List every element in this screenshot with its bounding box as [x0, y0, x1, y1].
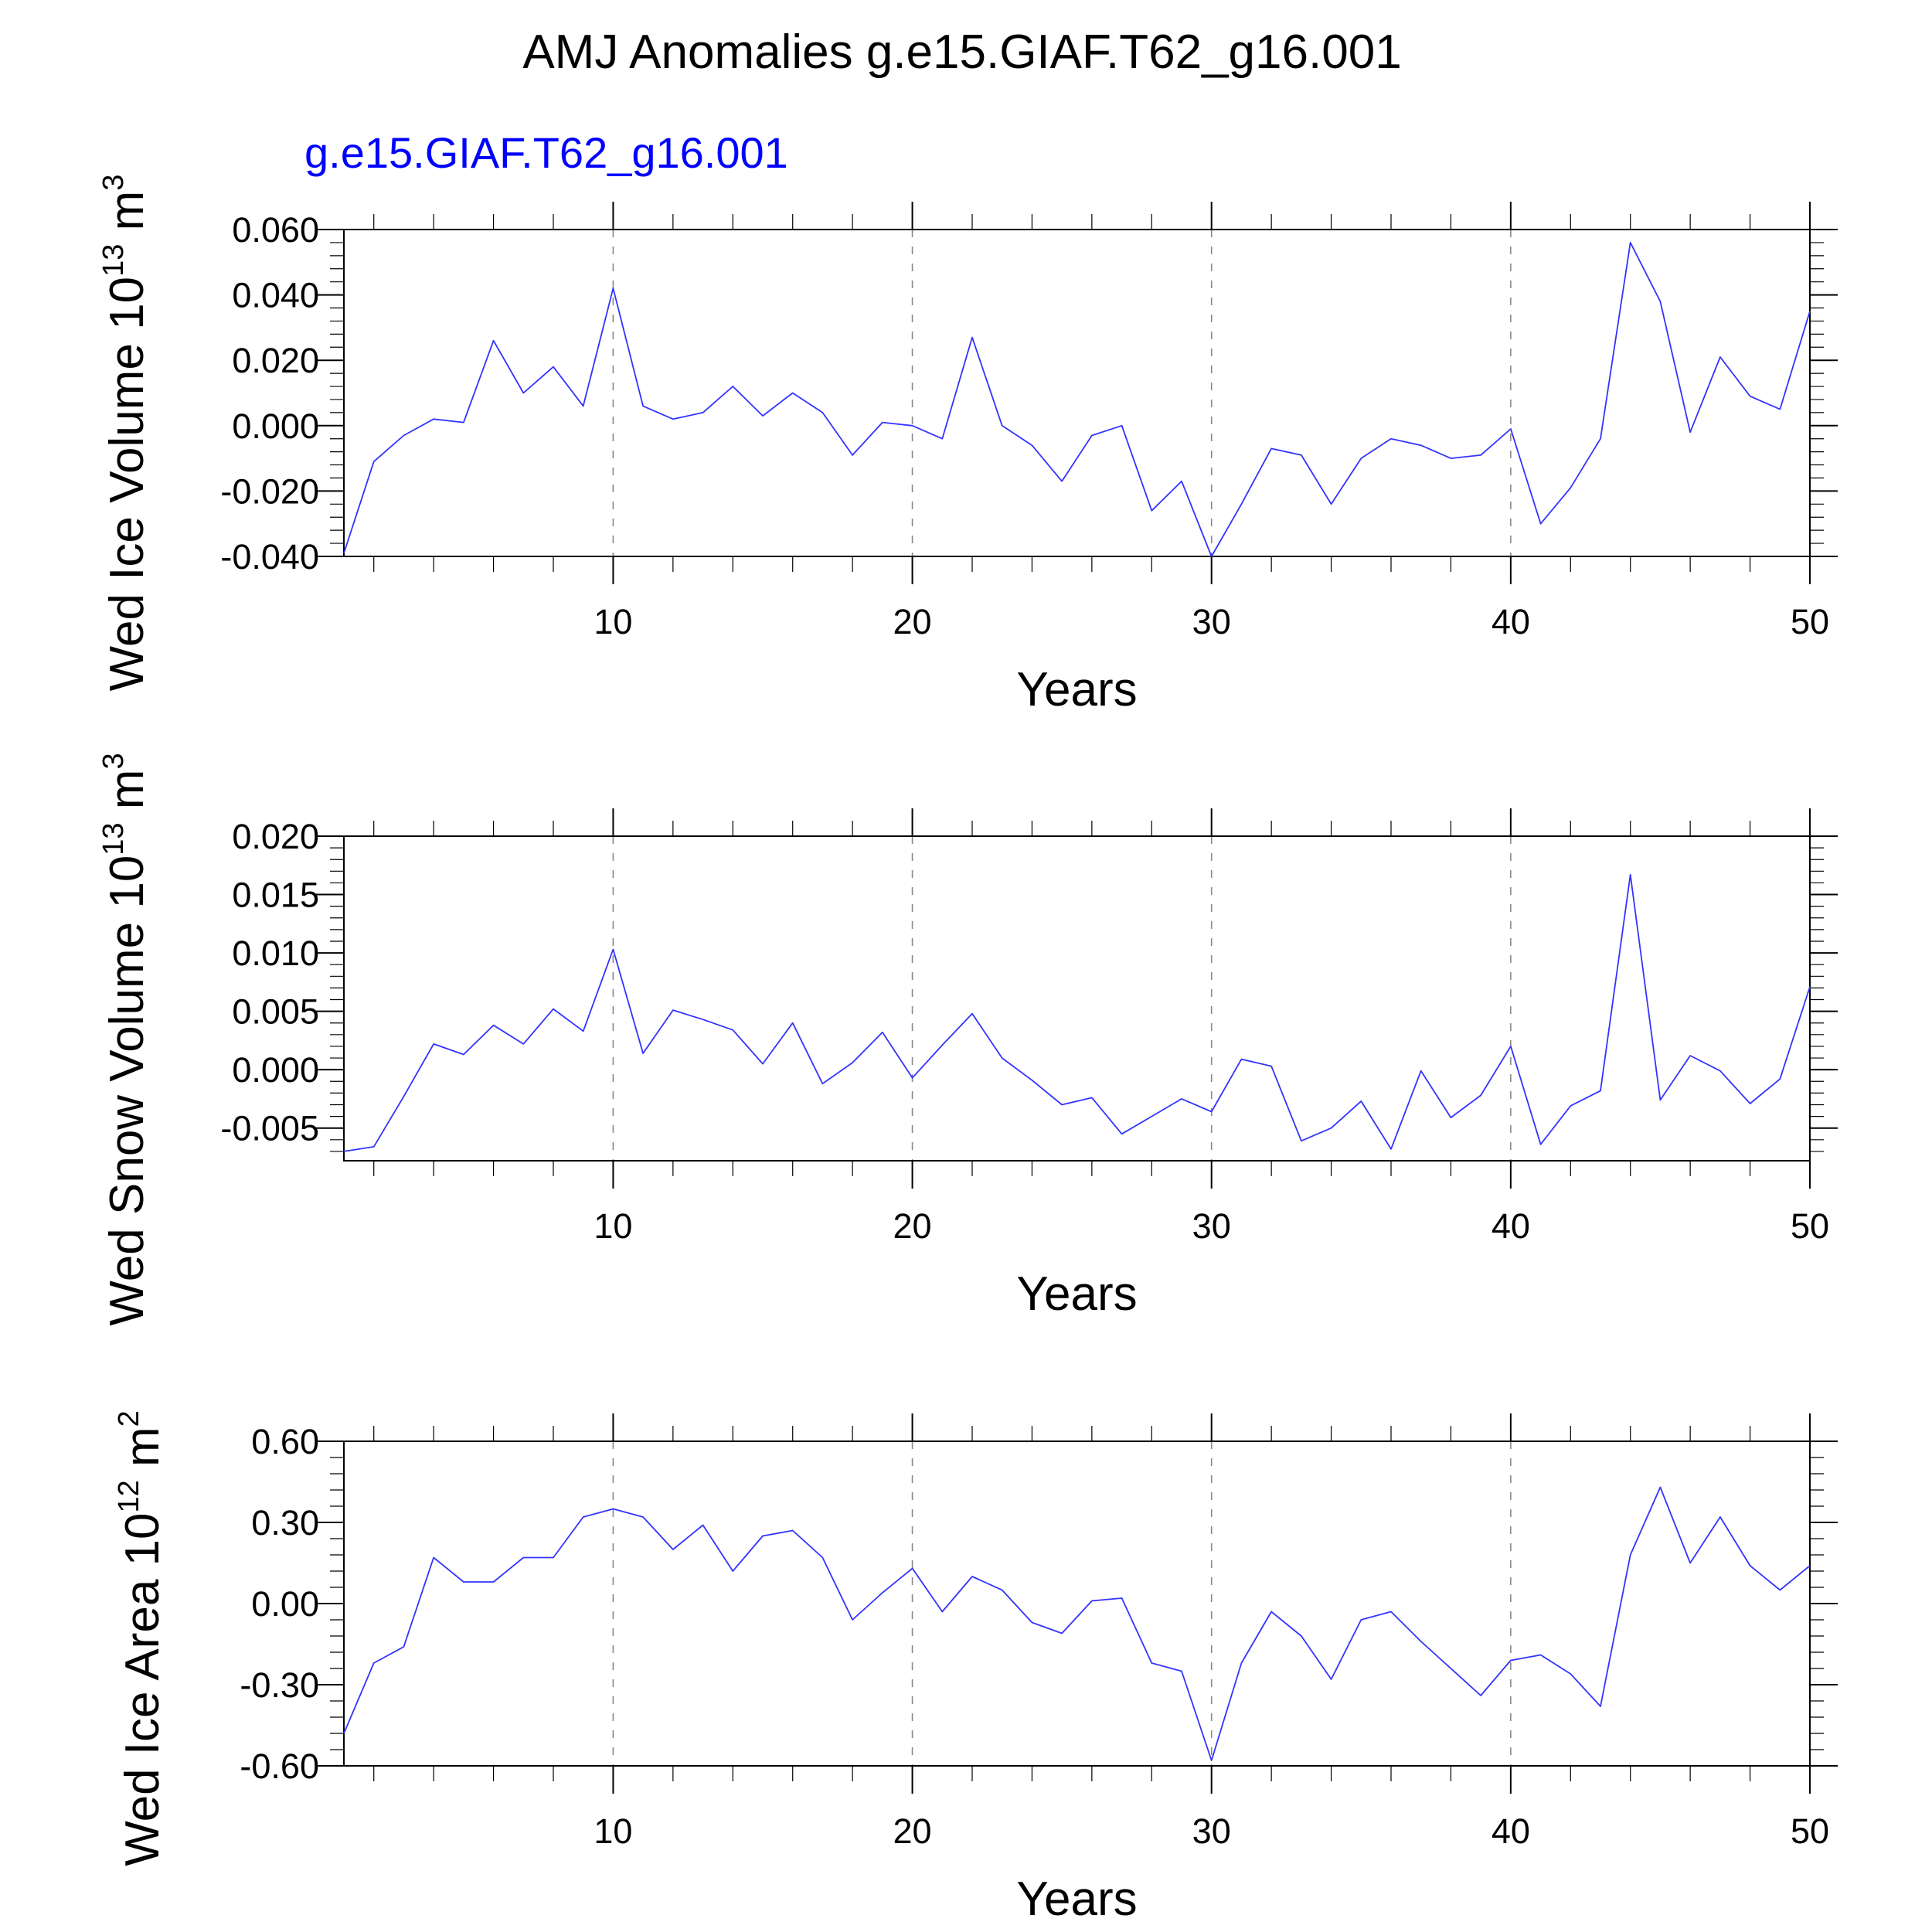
y-axis-title-part: m [116, 1427, 169, 1480]
y-axis-title-superscript: 13 [97, 822, 130, 855]
plot-frame [343, 835, 1811, 1162]
y-tick-label: 0.020 [232, 817, 319, 856]
y-axis-title-superscript: 2 [113, 1410, 145, 1427]
y-tick-label: 0.00 [251, 1584, 319, 1624]
y-tick-label: -0.30 [240, 1665, 319, 1705]
y-tick-label: 0.30 [251, 1503, 319, 1543]
chart-panel-ice-volume: 10 20 30 40 50 -0.040 -0.020 0.000 0.020 0.040 0.0… [97, 175, 1838, 716]
x-tick-label: 10 [594, 602, 632, 641]
y-axis-title-part: m [100, 770, 154, 823]
y-tick-label: -0.020 [220, 471, 319, 511]
x-tick-label: 40 [1492, 1811, 1530, 1851]
x-tick-label: 50 [1791, 602, 1829, 641]
chart-panel-snow-volume: 10 20 30 40 50 -0.005 0.000 0.005 0.010 0.015 0.02… [97, 753, 1838, 1326]
y-tick-label: 0.060 [232, 210, 319, 250]
x-tick-label: 50 [1791, 1811, 1829, 1851]
y-tick-label: 0.040 [232, 276, 319, 315]
chart-panel-ice-area: 10 20 30 40 50 -0.60 -0.30 0.00 0.30 0.60 Years Wed… [113, 1410, 1838, 1926]
x-tick-label: 10 [594, 1811, 632, 1851]
y-axis-title-superscript: 13 [97, 244, 130, 277]
figure-title: AMJ Anomalies g.e15.GIAF.T62_g16.001 [522, 26, 1401, 79]
x-tick-label: 30 [1192, 602, 1231, 641]
y-axis-title-superscript: 12 [113, 1480, 145, 1512]
y-axis-title-part: m [100, 191, 154, 244]
x-tick-label: 20 [893, 1811, 932, 1851]
y-tick-label: 0.015 [232, 876, 319, 915]
y-axis-title: Wed Snow Volume 1013 m3 [97, 753, 154, 1325]
x-tick-label: 50 [1791, 1206, 1829, 1246]
plot-frame [343, 1440, 1811, 1767]
y-axis-title-superscript: 3 [97, 175, 130, 191]
x-axis-title: Years [1016, 663, 1137, 716]
y-tick-label: 0.010 [232, 934, 319, 973]
x-axis-title: Years [1016, 1872, 1137, 1926]
y-tick-label: -0.60 [240, 1747, 319, 1786]
y-tick-label: -0.005 [220, 1109, 319, 1148]
x-tick-label: 20 [893, 1206, 932, 1246]
x-tick-label: 30 [1192, 1811, 1231, 1851]
x-tick-label: 40 [1492, 1206, 1530, 1246]
x-axis-title: Years [1016, 1267, 1137, 1321]
figure-subtitle: g.e15.GIAF.T62_g16.001 [304, 128, 788, 177]
y-tick-label: 0.005 [232, 992, 319, 1032]
y-tick-label: -0.040 [220, 537, 319, 577]
x-tick-label: 30 [1192, 1206, 1231, 1246]
y-tick-label: 0.020 [232, 341, 319, 380]
y-tick-label: 0.000 [232, 406, 319, 446]
series-line [343, 874, 1811, 1152]
series-line [343, 241, 1811, 557]
y-axis-title-superscript: 3 [97, 753, 130, 769]
y-axis-title: Wed Ice Area 1012 m2 [113, 1410, 169, 1866]
y-axis-title-part: Wed Snow Volume 10 [100, 855, 154, 1326]
plot-frame [343, 229, 1811, 557]
x-tick-label: 20 [893, 602, 932, 641]
chart-panels: 10 20 30 40 50 -0.040 -0.020 0.000 0.020 0.040 0.0… [97, 175, 1838, 1926]
y-axis-title: Wed Ice Volume 1013 m3 [97, 175, 154, 692]
y-axis-title-part: Wed Ice Volume 10 [100, 277, 154, 692]
series-line [343, 1486, 1811, 1761]
y-tick-label: 0.60 [251, 1422, 319, 1461]
x-tick-label: 40 [1492, 602, 1530, 641]
y-tick-label: 0.000 [232, 1050, 319, 1090]
y-axis-title-part: Wed Ice Area 10 [116, 1513, 169, 1866]
x-tick-label: 10 [594, 1206, 632, 1246]
